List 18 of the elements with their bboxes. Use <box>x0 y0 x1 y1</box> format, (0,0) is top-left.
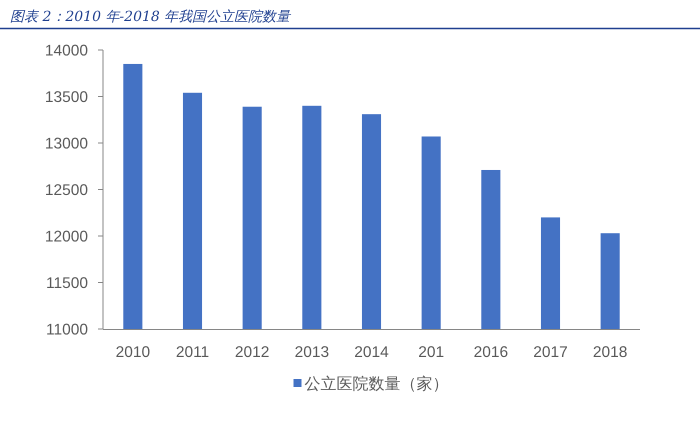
xtick: 2010 <box>116 344 150 361</box>
ytick: 11000 <box>46 322 88 338</box>
xtick: 201 <box>418 344 444 361</box>
ytick: 13000 <box>44 136 88 152</box>
xtick: 2018 <box>592 344 628 361</box>
xtick: 2012 <box>234 344 270 361</box>
ytick: 12000 <box>44 228 88 246</box>
xtick: 2014 <box>354 344 389 361</box>
legend-label: 公立医院数量（家） <box>304 376 448 393</box>
ytick: 11500 <box>46 275 88 292</box>
xtick: 2017 <box>533 344 568 361</box>
xtick: 2016 <box>474 344 508 361</box>
ytick: 14000 <box>44 42 88 60</box>
ytick: 12500 <box>44 182 88 199</box>
xtick: 2011 <box>176 344 210 361</box>
xtick: 2013 <box>294 344 330 361</box>
ytick: 13500 <box>44 89 88 106</box>
title: 图表 2：2010 年-2018 年我国公立医院数量 <box>10 9 290 25</box>
